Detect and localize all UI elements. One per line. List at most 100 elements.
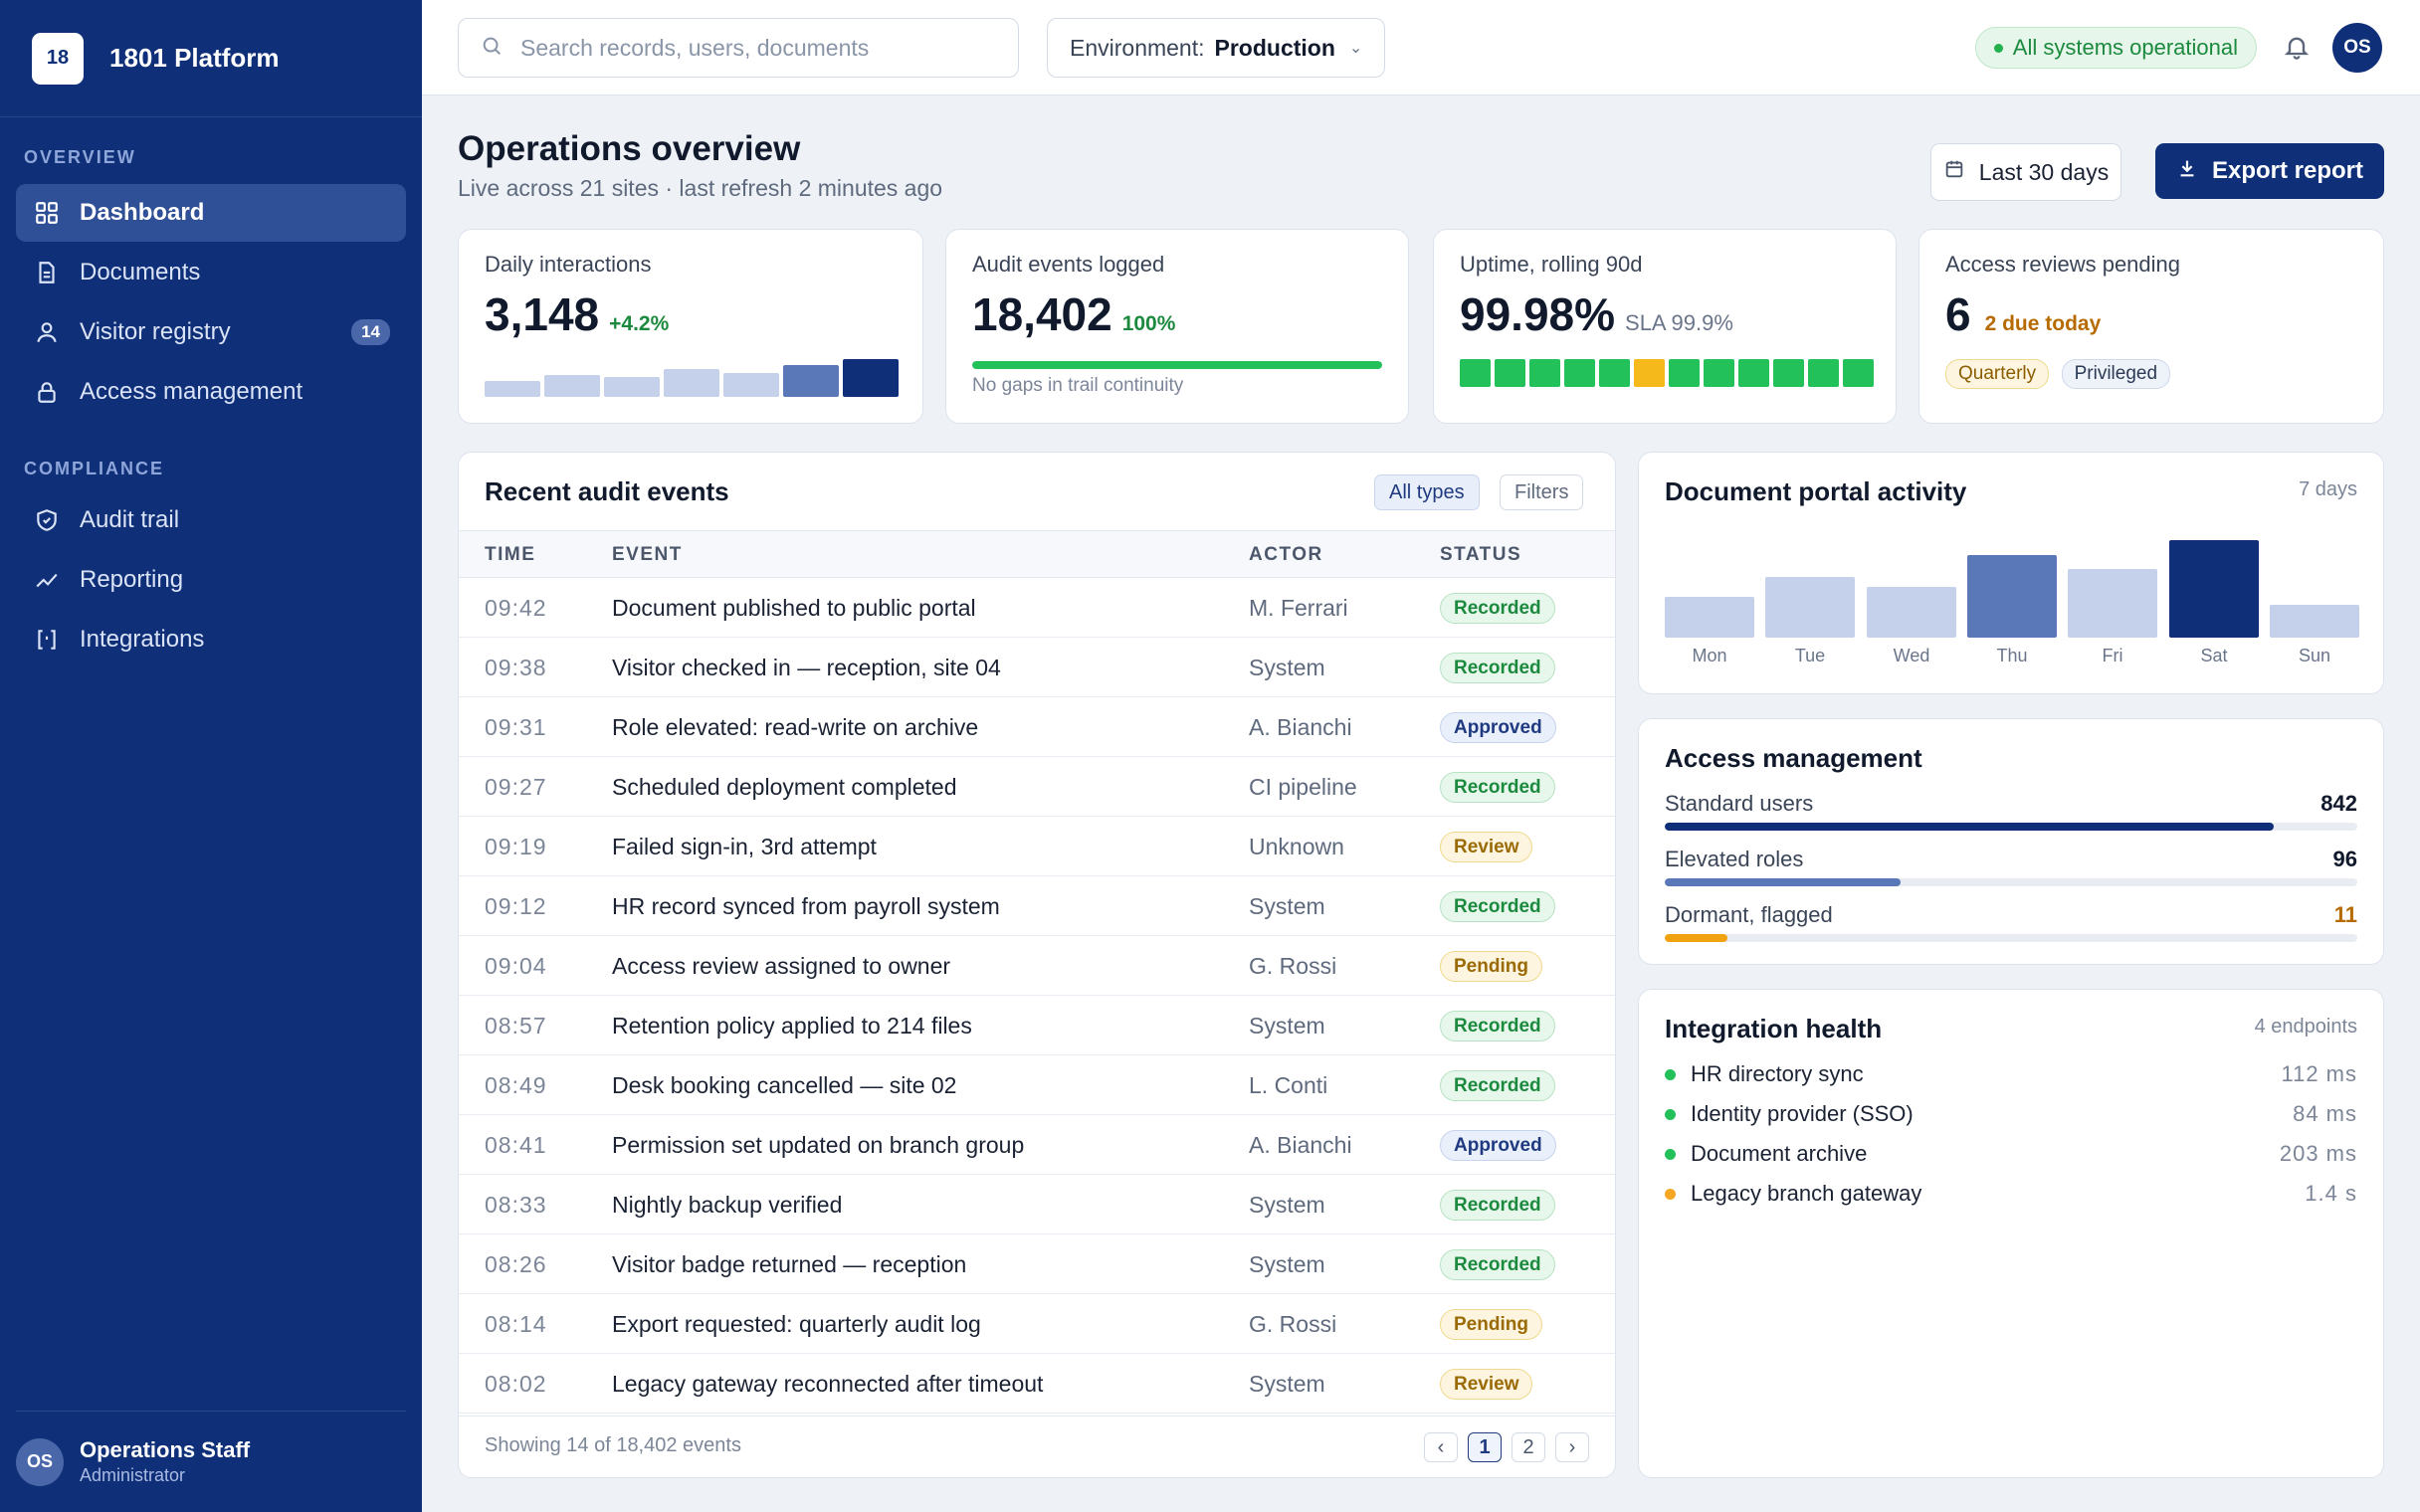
uptime-block bbox=[1808, 359, 1839, 387]
status-badge: Recorded bbox=[1440, 1070, 1555, 1101]
chevron-down-icon: ⌄ bbox=[1348, 40, 1363, 57]
portal-bar-sat[interactable] bbox=[2169, 540, 2259, 638]
sidebar-item-audit-trail[interactable]: Audit trail bbox=[16, 491, 406, 549]
calendar-icon bbox=[1943, 158, 1979, 186]
column-actor[interactable]: ACTOR bbox=[1249, 544, 1323, 565]
table-row[interactable]: 09:19 Failed sign-in, 3rd attempt Unknown R… bbox=[459, 817, 1615, 876]
trend-icon bbox=[34, 567, 60, 593]
integration-row[interactable]: HR directory sync 112 ms bbox=[1665, 1057, 2357, 1093]
sidebar-item-label: Dashboard bbox=[80, 199, 205, 226]
kpi-footnote: No gaps in trail continuity bbox=[972, 375, 1184, 396]
sidebar-item-label: Reporting bbox=[80, 566, 184, 593]
search-icon bbox=[481, 35, 503, 62]
table-row[interactable]: 09:42 Document published to public portal… bbox=[459, 578, 1615, 638]
uptime-block bbox=[1843, 359, 1874, 387]
status-badge: Recorded bbox=[1440, 1249, 1555, 1280]
user-profile[interactable]: OS Operations Staff Administrator bbox=[16, 1411, 406, 1512]
column-status[interactable]: STATUS bbox=[1440, 544, 1522, 565]
sidebar-item-label: Documents bbox=[80, 259, 201, 285]
table-row[interactable]: 08:26 Visitor badge returned — reception S… bbox=[459, 1234, 1615, 1294]
sidebar-item-documents[interactable]: Documents bbox=[16, 244, 406, 301]
kpi-label: Daily interactions bbox=[485, 252, 652, 277]
kpi-value: 3,148 +4.2% bbox=[485, 287, 669, 341]
portal-bar-wed[interactable] bbox=[1867, 587, 1956, 638]
access-row-count: 96 bbox=[2332, 847, 2357, 871]
sidebar-item-visitor-registry[interactable]: Visitor registry 14 bbox=[16, 303, 406, 361]
integration-row[interactable]: Document archive 203 ms bbox=[1665, 1137, 2357, 1173]
status-badge: Recorded bbox=[1440, 891, 1555, 922]
portal-bar-mon[interactable] bbox=[1665, 597, 1754, 638]
uptime-block bbox=[1529, 359, 1560, 387]
environment-value: Production bbox=[1214, 34, 1335, 61]
sidebar-item-dashboard[interactable]: Dashboard bbox=[16, 184, 406, 242]
bell-icon[interactable] bbox=[2283, 32, 2311, 62]
sidebar-item-reporting[interactable]: Reporting bbox=[16, 551, 406, 609]
event-time: 08:49 bbox=[485, 1072, 547, 1098]
table-row[interactable]: 08:41 Permission set updated on branch gr… bbox=[459, 1115, 1615, 1175]
all-types-filter[interactable]: All types bbox=[1374, 474, 1480, 510]
health-dot-icon bbox=[1665, 1149, 1676, 1160]
next-page-button[interactable]: › bbox=[1555, 1432, 1589, 1462]
brand[interactable]: 18 1801 Platform bbox=[0, 0, 422, 117]
event-description: Permission set updated on branch group bbox=[612, 1132, 1025, 1158]
event-actor: System bbox=[1249, 1371, 1325, 1397]
uptime-block bbox=[1634, 359, 1665, 387]
column-time[interactable]: TIME bbox=[485, 544, 536, 565]
sparkline-bar bbox=[783, 365, 839, 397]
table-row[interactable]: 08:33 Nightly backup verified System Record… bbox=[459, 1175, 1615, 1234]
kpi-card-uptime: Uptime, rolling 90d 99.98% SLA 99.9% bbox=[1433, 229, 1897, 424]
prev-page-button[interactable]: ‹ bbox=[1424, 1432, 1458, 1462]
event-description: Legacy gateway reconnected after timeout bbox=[612, 1371, 1044, 1397]
download-icon bbox=[2176, 157, 2212, 186]
tag-privileged[interactable]: Privileged bbox=[2061, 359, 2171, 389]
table-row[interactable]: 09:31 Role elevated: read-write on archiv… bbox=[459, 697, 1615, 757]
access-row[interactable]: Standard users 842 bbox=[1665, 791, 2357, 847]
uptime-block bbox=[1564, 359, 1595, 387]
search-box[interactable] bbox=[458, 18, 1019, 78]
table-row[interactable]: 08:49 Desk booking cancelled — site 02 L. … bbox=[459, 1055, 1615, 1115]
health-dot-icon bbox=[1665, 1069, 1676, 1080]
kpi-number: 18,402 bbox=[972, 288, 1112, 340]
event-actor: L. Conti bbox=[1249, 1072, 1328, 1098]
export-report-button[interactable]: Export report bbox=[2155, 143, 2384, 199]
portal-bar-fri[interactable] bbox=[2068, 569, 2157, 638]
integration-latency: 84 ms bbox=[2293, 1101, 2357, 1126]
page-1-button[interactable]: 1 bbox=[1468, 1432, 1502, 1462]
event-actor: A. Bianchi bbox=[1249, 1132, 1352, 1158]
sidebar-item-integrations[interactable]: Integrations bbox=[16, 611, 406, 668]
integration-row[interactable]: Identity provider (SSO) 84 ms bbox=[1665, 1097, 2357, 1133]
kpi-card-reviews: Access reviews pending 6 2 due today Quar… bbox=[1918, 229, 2384, 424]
table-row[interactable]: 08:57 Retention policy applied to 214 fil… bbox=[459, 996, 1615, 1055]
visitor-count-badge: 14 bbox=[351, 319, 390, 345]
sidebar-item-access-management[interactable]: Access management bbox=[16, 363, 406, 421]
column-event[interactable]: EVENT bbox=[612, 544, 683, 565]
event-description: Retention policy applied to 214 files bbox=[612, 1013, 972, 1039]
event-actor: M. Ferrari bbox=[1249, 595, 1348, 621]
search-input[interactable] bbox=[520, 34, 988, 62]
sidebar-item-label: Visitor registry bbox=[80, 318, 231, 345]
table-row[interactable]: 08:02 Legacy gateway reconnected after ti… bbox=[459, 1354, 1615, 1414]
tag-quarterly[interactable]: Quarterly bbox=[1945, 359, 2050, 389]
document-icon bbox=[34, 260, 60, 285]
date-range-button[interactable]: Last 30 days bbox=[1930, 143, 2121, 201]
table-row[interactable]: 09:27 Scheduled deployment completed CI pi… bbox=[459, 757, 1615, 817]
table-row[interactable]: 08:14 Export requested: quarterly audit l… bbox=[459, 1294, 1615, 1354]
portal-bar-tue[interactable] bbox=[1765, 577, 1855, 638]
table-row[interactable]: 09:12 HR record synced from payroll syste… bbox=[459, 876, 1615, 936]
event-actor: System bbox=[1249, 893, 1325, 919]
integration-name: HR directory sync bbox=[1691, 1061, 1864, 1086]
access-row[interactable]: Dormant, flagged 11 bbox=[1665, 902, 2357, 958]
portal-bar-thu[interactable] bbox=[1967, 555, 2057, 638]
environment-select[interactable]: Environment: Production ⌄ bbox=[1047, 18, 1386, 78]
event-actor: System bbox=[1249, 1013, 1325, 1039]
table-row[interactable]: 09:38 Visitor checked in — reception, sit… bbox=[459, 638, 1615, 697]
event-description: Desk booking cancelled — site 02 bbox=[612, 1072, 957, 1098]
portal-bar-sun[interactable] bbox=[2270, 605, 2359, 638]
kpi-label: Uptime, rolling 90d bbox=[1460, 252, 1643, 277]
filters-button[interactable]: Filters bbox=[1500, 474, 1584, 510]
page-2-button[interactable]: 2 bbox=[1512, 1432, 1545, 1462]
table-row[interactable]: 09:04 Access review assigned to owner G. R… bbox=[459, 936, 1615, 996]
access-row[interactable]: Elevated roles 96 bbox=[1665, 847, 2357, 902]
integration-row[interactable]: Legacy branch gateway 1.4 s bbox=[1665, 1177, 2357, 1213]
topbar-avatar[interactable]: OS bbox=[2332, 23, 2382, 73]
